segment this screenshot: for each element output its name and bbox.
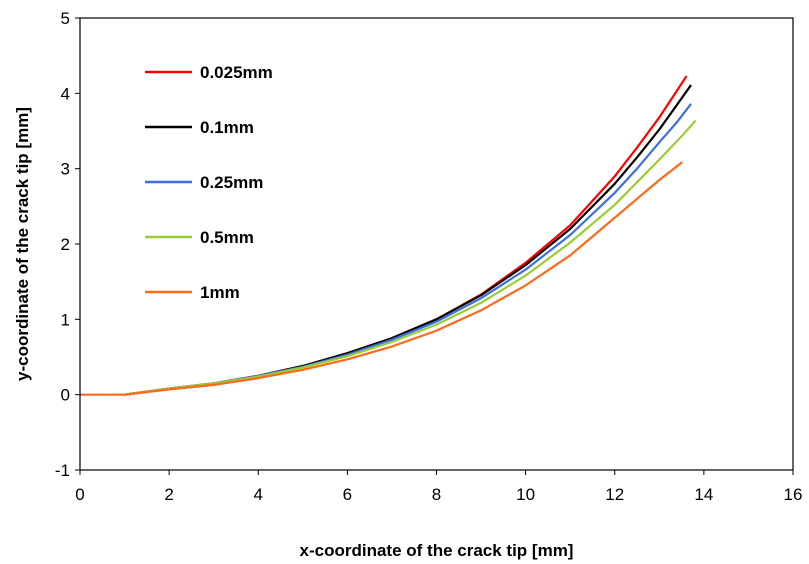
legend-label-3: 0.5mm bbox=[200, 228, 254, 247]
x-tick-label: 4 bbox=[254, 485, 263, 504]
y-axis-label: y-coordinate of the crack tip [mm] bbox=[13, 107, 32, 381]
series-line-3 bbox=[123, 120, 697, 396]
plot-area-frame bbox=[79, 17, 794, 471]
legend-label-0: 0.025mm bbox=[200, 63, 273, 82]
x-axis-ticks: 0 2 4 6 8 10 12 14 16 bbox=[75, 470, 802, 504]
x-tick-label: 8 bbox=[432, 485, 441, 504]
y-tick-label: -1 bbox=[55, 461, 70, 480]
y-tick-label: 0 bbox=[61, 386, 70, 405]
x-axis-label: x-coordinate of the crack tip [mm] bbox=[300, 541, 574, 560]
legend-label-1: 0.1mm bbox=[200, 118, 254, 137]
y-tick-label: 3 bbox=[61, 160, 70, 179]
series-line-4 bbox=[78, 161, 683, 396]
y-tick-label: 4 bbox=[61, 84, 70, 103]
x-tick-label: 12 bbox=[605, 485, 624, 504]
x-tick-label: 6 bbox=[343, 485, 352, 504]
series-lines bbox=[78, 75, 697, 396]
legend-label-2: 0.25mm bbox=[200, 173, 263, 192]
x-tick-label: 0 bbox=[75, 485, 84, 504]
legend: 0.025mm 0.1mm 0.25mm 0.5mm 1mm bbox=[145, 63, 273, 302]
y-tick-label: 2 bbox=[61, 235, 70, 254]
legend-label-4: 1mm bbox=[200, 283, 240, 302]
x-tick-label: 16 bbox=[784, 485, 803, 504]
x-tick-label: 2 bbox=[164, 485, 173, 504]
y-axis-ticks: -1 0 1 2 3 4 5 bbox=[55, 9, 80, 480]
y-tick-label: 1 bbox=[61, 310, 70, 329]
series-line-2 bbox=[123, 103, 692, 396]
x-tick-label: 10 bbox=[516, 485, 535, 504]
y-tick-label: 5 bbox=[61, 9, 70, 28]
x-tick-label: 14 bbox=[694, 485, 713, 504]
